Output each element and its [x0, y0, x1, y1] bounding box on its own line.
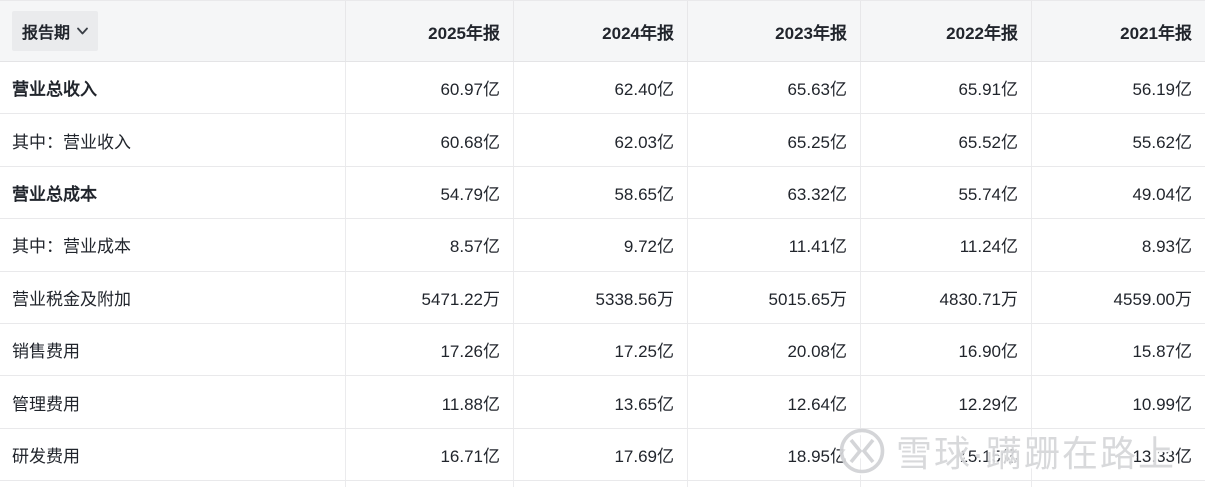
row-value: 17.26亿 — [345, 323, 513, 376]
row-value: 49.04亿 — [1031, 166, 1205, 219]
row-label: 销售费用 — [12, 342, 80, 362]
year-column-header: 2023年报 — [687, 1, 860, 61]
row-value: 56.19亿 — [1031, 62, 1205, 114]
row-value: 62.03亿 — [513, 114, 687, 166]
row-value — [1031, 481, 1205, 487]
row-label: 营业总成本 — [12, 184, 97, 204]
row-value: 9.72亿 — [513, 219, 687, 271]
row-value: 16.90亿 — [860, 323, 1031, 376]
table-header-row: 报告期 2025年报 2024年报 2023年报 2022年报 2021年报 — [0, 0, 1205, 62]
row-value: 58.65亿 — [513, 166, 687, 219]
row-value: 17.25亿 — [513, 323, 687, 376]
row-label: 研发费用 — [12, 446, 80, 466]
row-value: 11.41亿 — [687, 219, 860, 271]
row-label: 管理费用 — [12, 394, 80, 414]
row-value: 18.95亿 — [687, 428, 860, 481]
row-value: 11.88亿 — [345, 376, 513, 428]
row-value: 65.25亿 — [687, 114, 860, 166]
row-value: 4830.71万 — [860, 271, 1031, 323]
report-period-label: 报告期 — [22, 25, 71, 42]
row-label: 营业总收入 — [12, 80, 97, 100]
year-column-header: 2024年报 — [513, 1, 687, 61]
report-period-selector[interactable]: 报告期 — [12, 11, 99, 51]
row-value — [860, 481, 1031, 487]
row-value: 12.64亿 — [687, 376, 860, 428]
row-value: 65.63亿 — [687, 62, 860, 114]
row-value: 5338.56万 — [513, 271, 687, 323]
table-row: 研发费用 16.71亿 17.69亿 18.95亿 15.15亿 13.33亿 — [0, 428, 1205, 482]
row-value: 55.62亿 — [1031, 114, 1205, 166]
row-label — [0, 481, 345, 487]
row-value: 62.40亿 — [513, 62, 687, 114]
table-row: 其中：营业成本 8.57亿 9.72亿 11.41亿 11.24亿 8.93亿 — [0, 219, 1205, 272]
row-value: 8.57亿 — [345, 219, 513, 271]
table-row: 销售费用 17.26亿 17.25亿 20.08亿 16.90亿 15.87亿 — [0, 323, 1205, 377]
table-row: 营业总成本 54.79亿 58.65亿 63.32亿 55.74亿 49.04亿 — [0, 166, 1205, 220]
row-value: 17.69亿 — [513, 428, 687, 481]
row-value: 10.99亿 — [1031, 376, 1205, 428]
row-value: 5471.22万 — [345, 271, 513, 323]
row-label: 其中：营业收入 — [12, 132, 131, 152]
partial-next-row — [0, 481, 1205, 487]
row-value: 12.29亿 — [860, 376, 1031, 428]
row-value: 65.52亿 — [860, 114, 1031, 166]
row-value: 20.08亿 — [687, 323, 860, 376]
table-row: 营业税金及附加 5471.22万 5338.56万 5015.65万 4830.71万 4… — [0, 271, 1205, 324]
row-value: 63.32亿 — [687, 166, 860, 219]
row-value: 65.91亿 — [860, 62, 1031, 114]
row-value: 4559.00万 — [1031, 271, 1205, 323]
table-row: 营业总收入 60.97亿 62.40亿 65.63亿 65.91亿 56.19亿 — [0, 62, 1205, 115]
table-row: 管理费用 11.88亿 13.65亿 12.64亿 12.29亿 10.99亿 — [0, 376, 1205, 429]
row-value: 15.15亿 — [860, 428, 1031, 481]
row-value: 5015.65万 — [687, 271, 860, 323]
row-value: 13.33亿 — [1031, 428, 1205, 481]
row-value: 13.65亿 — [513, 376, 687, 428]
row-value: 8.93亿 — [1031, 219, 1205, 271]
row-value: 60.68亿 — [345, 114, 513, 166]
table-row: 其中：营业收入 60.68亿 62.03亿 65.25亿 65.52亿 55.62亿 — [0, 114, 1205, 167]
row-value — [687, 481, 860, 487]
report-period-cell: 报告期 — [0, 1, 345, 61]
row-value: 54.79亿 — [345, 166, 513, 219]
row-value — [513, 481, 687, 487]
row-value: 16.71亿 — [345, 428, 513, 481]
year-column-header: 2021年报 — [1031, 1, 1205, 61]
chevron-down-icon — [77, 27, 88, 35]
row-label: 营业税金及附加 — [12, 289, 131, 309]
row-value: 55.74亿 — [860, 166, 1031, 219]
row-value: 11.24亿 — [860, 219, 1031, 271]
table-body: 营业总收入 60.97亿 62.40亿 65.63亿 65.91亿 56.19亿 其中：营业… — [0, 62, 1205, 487]
row-value: 15.87亿 — [1031, 323, 1205, 376]
row-label: 其中：营业成本 — [12, 237, 131, 257]
row-value: 60.97亿 — [345, 62, 513, 114]
row-value — [345, 481, 513, 487]
year-column-header: 2025年报 — [345, 1, 513, 61]
year-column-header: 2022年报 — [860, 1, 1031, 61]
